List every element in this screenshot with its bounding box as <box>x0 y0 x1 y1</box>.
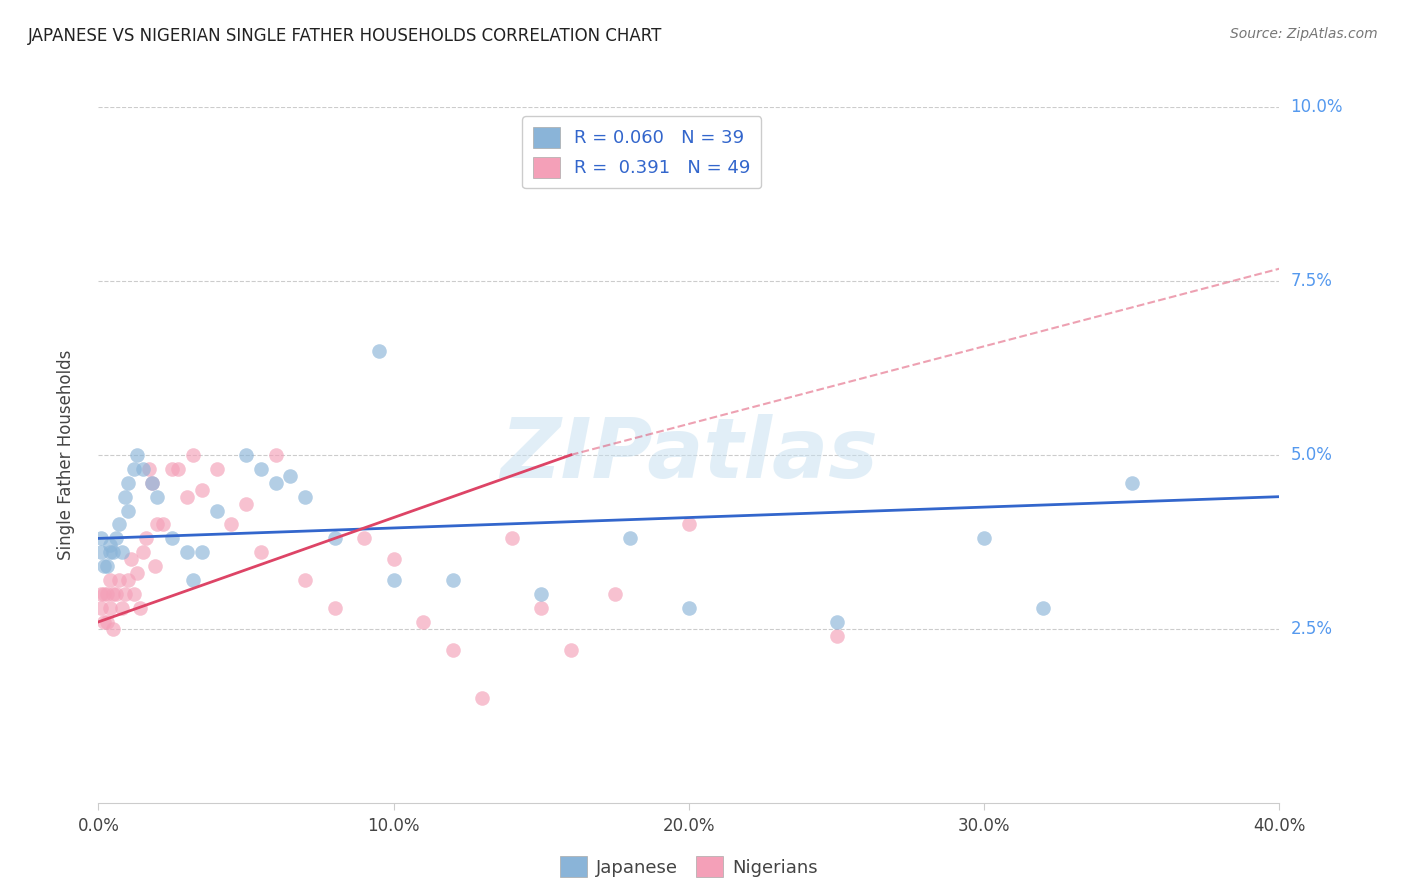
Point <box>205 462 228 476</box>
Text: JAPANESE VS NIGERIAN SINGLE FATHER HOUSEHOLDS CORRELATION CHART: JAPANESE VS NIGERIAN SINGLE FATHER HOUSE… <box>28 27 662 45</box>
Point <box>143 559 166 574</box>
Point <box>98 601 121 615</box>
Point <box>264 475 287 490</box>
Point <box>323 532 346 546</box>
Point <box>105 532 128 546</box>
Point <box>678 517 700 532</box>
Point <box>605 587 627 601</box>
Point <box>122 462 145 476</box>
Point <box>93 559 115 574</box>
Point <box>111 545 134 559</box>
Point <box>132 545 155 559</box>
Point <box>191 545 214 559</box>
Point <box>167 462 190 476</box>
Point <box>181 573 204 587</box>
Point <box>323 601 346 615</box>
Point <box>530 601 553 615</box>
Point <box>278 468 302 483</box>
Point <box>103 545 125 559</box>
Point <box>117 503 139 517</box>
Point <box>98 545 121 559</box>
Point <box>117 573 139 587</box>
Point <box>368 343 391 358</box>
Point <box>96 615 118 629</box>
Point <box>530 587 553 601</box>
Text: 7.5%: 7.5% <box>1291 272 1333 290</box>
Point <box>138 462 160 476</box>
Point <box>471 691 494 706</box>
Point <box>152 517 174 532</box>
Point <box>501 532 523 546</box>
Point <box>825 629 848 643</box>
Point <box>125 448 148 462</box>
Point <box>114 490 136 504</box>
Point <box>96 587 118 601</box>
Point <box>560 642 582 657</box>
Point <box>90 587 112 601</box>
Point <box>191 483 214 497</box>
Point <box>678 601 700 615</box>
Point <box>111 601 134 615</box>
Text: ZIPatlas: ZIPatlas <box>501 415 877 495</box>
Point <box>117 475 139 490</box>
Point <box>122 587 145 601</box>
Point <box>619 532 641 546</box>
Point <box>90 601 112 615</box>
Point <box>146 490 169 504</box>
Point <box>353 532 375 546</box>
Point <box>90 532 112 546</box>
Point <box>108 573 131 587</box>
Point <box>120 552 142 566</box>
Point <box>96 559 118 574</box>
Point <box>250 545 273 559</box>
Point <box>382 573 405 587</box>
Point <box>162 532 183 546</box>
Point <box>108 517 131 532</box>
Point <box>264 448 287 462</box>
Point <box>294 573 316 587</box>
Point <box>125 566 148 581</box>
Point <box>98 573 121 587</box>
Point <box>141 475 163 490</box>
Point <box>441 642 464 657</box>
Point <box>176 545 198 559</box>
Point <box>114 587 136 601</box>
Point <box>235 448 257 462</box>
Text: 5.0%: 5.0% <box>1291 446 1333 464</box>
Point <box>181 448 204 462</box>
Point <box>128 601 150 615</box>
Point <box>98 538 121 552</box>
Text: Source: ZipAtlas.com: Source: ZipAtlas.com <box>1230 27 1378 41</box>
Text: 2.5%: 2.5% <box>1291 620 1333 638</box>
Point <box>973 532 995 546</box>
Point <box>382 552 405 566</box>
Point <box>135 532 157 546</box>
Point <box>105 587 128 601</box>
Point <box>250 462 273 476</box>
Point <box>294 490 316 504</box>
Point <box>146 517 169 532</box>
Point <box>1032 601 1054 615</box>
Point <box>162 462 183 476</box>
Legend: Japanese, Nigerians: Japanese, Nigerians <box>553 849 825 884</box>
Point <box>93 615 115 629</box>
Point <box>132 462 155 476</box>
Point <box>103 622 125 636</box>
Point <box>90 545 112 559</box>
Point <box>93 587 115 601</box>
Point <box>825 615 848 629</box>
Point <box>1121 475 1143 490</box>
Point <box>141 475 163 490</box>
Y-axis label: Single Father Households: Single Father Households <box>56 350 75 560</box>
Point <box>205 503 228 517</box>
Point <box>441 573 464 587</box>
Point <box>103 587 125 601</box>
Point <box>176 490 198 504</box>
Point <box>235 497 257 511</box>
Point <box>219 517 242 532</box>
Point <box>412 615 434 629</box>
Text: 10.0%: 10.0% <box>1291 98 1343 116</box>
